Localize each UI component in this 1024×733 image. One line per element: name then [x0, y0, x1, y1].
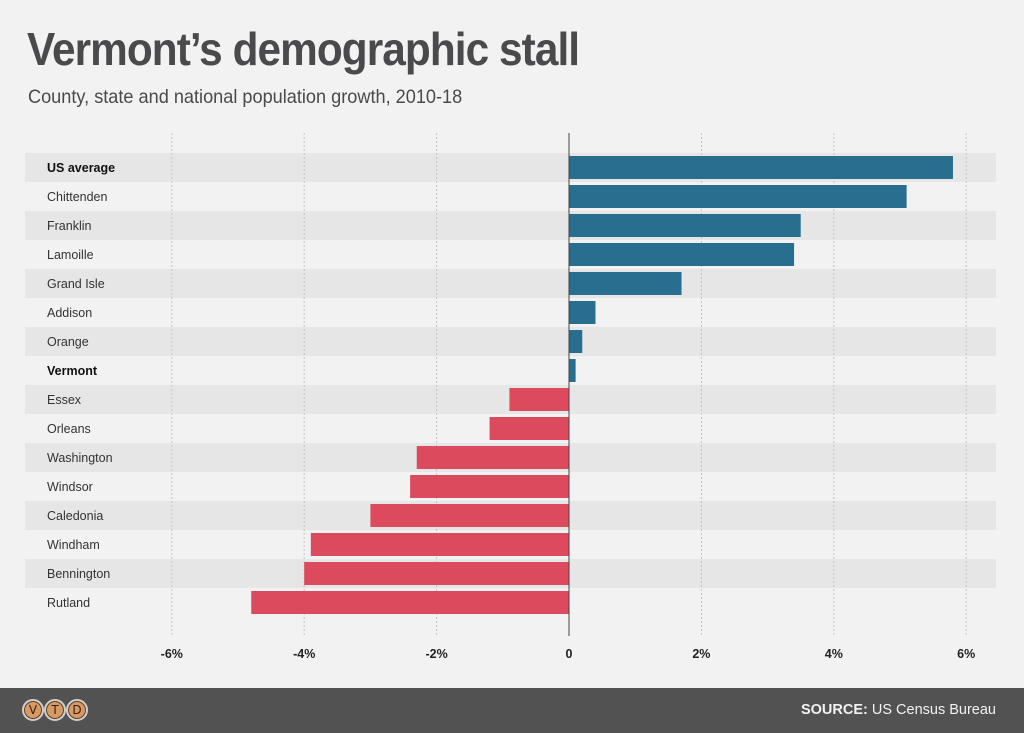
logo-letter-d: D: [66, 699, 88, 721]
bar-grand-isle: [569, 272, 682, 295]
bar-lamoille: [569, 243, 795, 266]
category-labels: US average Chittenden Franklin Lamoille Gran…: [47, 161, 115, 610]
category-label: Orleans: [47, 422, 91, 436]
row-stripe: [25, 269, 996, 298]
bar-orange: [569, 330, 583, 353]
category-label: Windsor: [47, 480, 93, 494]
category-label: Rutland: [47, 596, 90, 610]
x-tick-label: 2%: [692, 647, 710, 661]
category-label: Orange: [47, 335, 89, 349]
vtd-logo: V T D: [22, 699, 88, 721]
source-credit: SOURCE: US Census Bureau: [801, 702, 996, 718]
bar-caledonia: [370, 504, 569, 527]
x-tick-label: -6%: [161, 647, 183, 661]
bar-franklin: [569, 214, 801, 237]
x-tick-label: 4%: [825, 647, 843, 661]
x-tick-label: -4%: [293, 647, 315, 661]
category-label: Windham: [47, 538, 100, 552]
chart-title: Vermont’s demographic stall: [27, 23, 580, 75]
bar-vermont: [569, 359, 576, 382]
bar-orleans: [489, 417, 569, 440]
source-label: SOURCE:: [800, 702, 868, 718]
category-label: Lamoille: [47, 248, 94, 262]
category-label: Addison: [47, 306, 92, 320]
x-tick-label: 6%: [957, 647, 975, 661]
category-label: Grand Isle: [47, 277, 105, 291]
bar-essex: [509, 388, 569, 411]
category-label: Bennington: [47, 567, 110, 581]
category-label: Vermont: [47, 364, 98, 378]
bar-bennington: [304, 562, 569, 585]
logo-letter-v: V: [22, 699, 44, 721]
bars: [251, 156, 953, 614]
bar-chart: US average Chittenden Franklin Lamoille Gran…: [25, 133, 996, 661]
category-label: Franklin: [47, 219, 92, 233]
source-text: US Census Bureau: [871, 702, 996, 718]
bar-chittenden: [569, 185, 907, 208]
x-tick-label: 0: [566, 647, 573, 661]
bar-windsor: [410, 475, 569, 498]
footer-bar: V T D SOURCE: US Census Bureau: [0, 688, 1024, 733]
row-stripe: [25, 327, 996, 356]
x-tick-labels: -6% -4% -2% 0 2% 4% 6%: [161, 647, 976, 661]
bar-addison: [569, 301, 596, 324]
category-label: Chittenden: [47, 190, 108, 204]
row-stripe: [25, 211, 996, 240]
x-tick-label: -2%: [425, 647, 447, 661]
chart-subtitle: County, state and national population gr…: [28, 86, 463, 108]
category-label: Washington: [47, 451, 113, 465]
bar-washington: [416, 446, 569, 469]
bar-us-average: [569, 156, 953, 179]
bar-windham: [310, 533, 569, 556]
bar-rutland: [251, 591, 570, 614]
logo-letter-t: T: [44, 699, 66, 721]
category-label: Caledonia: [47, 509, 103, 523]
category-label: US average: [47, 161, 115, 175]
category-label: Essex: [47, 393, 82, 407]
